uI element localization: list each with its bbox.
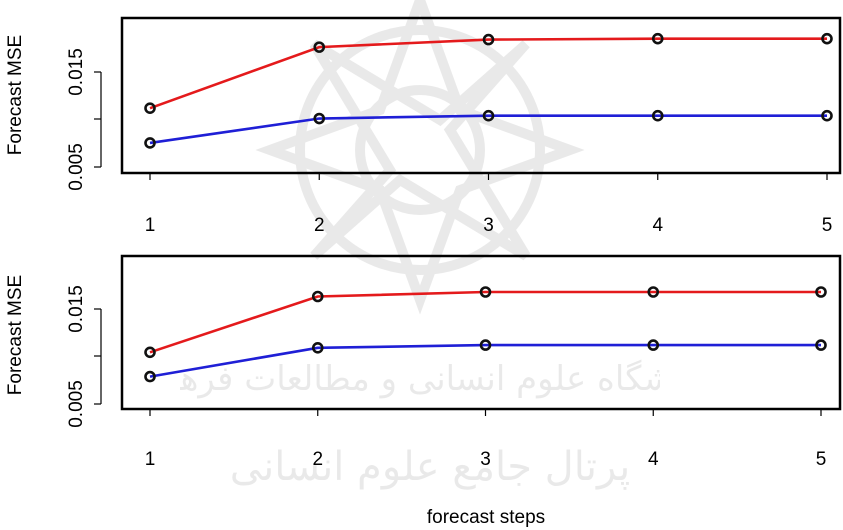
x-tick-label-top-2: 3 [483,215,494,236]
series-group-top [144,32,833,149]
data-point-top-1-0 [144,137,156,149]
data-point-top-0-2 [482,33,495,46]
y-tick-label-top-1: 0.015 [66,48,87,96]
x-tick-label-bottom-3: 4 [648,449,659,470]
data-point-bottom-0-0 [144,346,156,359]
top-panel: 0.005 0.015 Forecast MSE 1 2 3 4 5 [5,16,842,236]
data-point-top-1-4 [821,109,833,122]
data-point-top-0-4 [821,32,833,45]
data-point-top-0-0 [144,102,156,114]
x-axis-label: forecast steps [427,507,545,528]
data-point-bottom-1-1 [311,341,324,354]
data-point-top-1-3 [651,109,664,122]
x-tick-label-bottom-4: 5 [816,449,827,470]
y-tick-label-bottom-1: 0.015 [66,285,87,333]
series-line-bottom-0 [149,290,821,354]
data-point-bottom-0-4 [815,286,827,298]
x-tick-label-top-4: 5 [822,215,833,236]
data-point-bottom-1-4 [815,339,827,351]
series-line-bottom-1 [149,343,821,378]
y-tick-label-bottom-0: 0.005 [66,380,87,428]
bottom-panel: 0.005 0.015 Forecast MSE 1 2 3 4 5 [5,254,842,470]
data-point-bottom-1-3 [647,339,660,351]
x-tick-label-top-0: 1 [145,215,156,236]
x-tick-label-top-1: 2 [314,215,325,236]
series-line-top-1 [149,114,827,145]
data-point-bottom-1-0 [144,370,156,383]
data-point-top-0-3 [651,32,664,45]
data-point-top-1-1 [313,112,326,125]
x-tick-label-bottom-0: 1 [145,449,156,470]
y-tick-label-top-0: 0.005 [66,143,87,191]
series-line-top-0 [149,37,827,110]
data-point-top-1-2 [482,109,495,122]
x-tick-label-bottom-1: 2 [312,449,323,470]
x-tick-label-top-3: 4 [652,215,663,236]
y-axis-label-bottom: Forecast MSE [5,275,26,395]
plot-frame-top [120,16,842,175]
x-ticks-bottom: 1 2 3 4 5 [145,409,827,470]
data-point-bottom-1-2 [479,339,492,351]
data-point-bottom-0-3 [647,286,660,298]
y-axis-label-top: Forecast MSE [5,35,26,155]
x-tick-label-bottom-2: 3 [480,449,491,470]
plot-frame-bottom [120,254,842,411]
data-point-bottom-0-1 [311,290,324,303]
series-group-bottom [144,286,827,383]
data-point-bottom-0-2 [479,286,492,298]
data-point-top-0-1 [313,41,326,53]
x-ticks-top: 1 2 3 4 5 [145,173,833,236]
